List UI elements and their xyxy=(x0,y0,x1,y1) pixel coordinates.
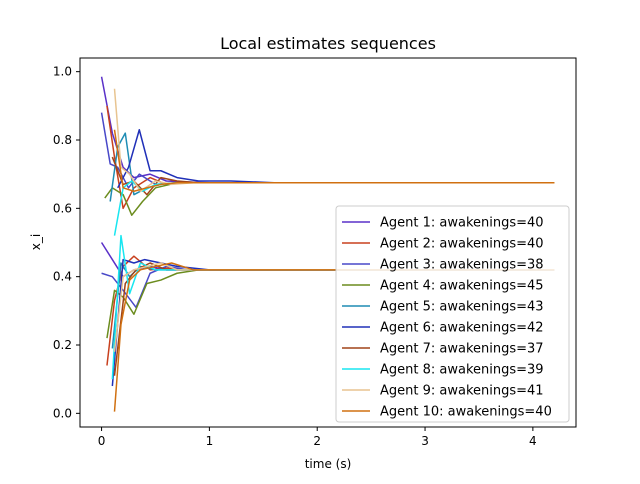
x-tick-label: 1 xyxy=(206,434,214,448)
x-tick-label: 0 xyxy=(98,434,106,448)
y-tick-label: 1.0 xyxy=(53,65,72,79)
legend-box xyxy=(335,205,570,423)
series-line-agent-10-upper xyxy=(113,129,555,192)
series-lines xyxy=(100,76,555,412)
x-tick-label: 2 xyxy=(313,434,321,448)
y-tick-label: 0.4 xyxy=(53,270,72,284)
x-axis-label: time (s) xyxy=(305,457,352,471)
legend-label-agent-9: Agent 9: awakenings=41 xyxy=(380,384,544,399)
legend: Agent 1: awakenings=40 Agent 2: awakening… xyxy=(335,205,570,423)
legend-label-agent-8: Agent 8: awakenings=39 xyxy=(380,363,544,378)
legend-label-agent-2: Agent 2: awakenings=40 xyxy=(380,237,544,252)
y-tick-label: 0.8 xyxy=(53,133,72,147)
legend-label-agent-6: Agent 6: awakenings=42 xyxy=(380,321,544,336)
legend-label-agent-1: Agent 1: awakenings=40 xyxy=(380,216,544,231)
axes: 0 1 2 3 4 0.0 0.2 0.4 0.6 0.8 1.0 xyxy=(53,57,577,448)
x-tick-label: 4 xyxy=(529,434,537,448)
series-line-agent-6-upper xyxy=(117,129,555,189)
legend-label-agent-7: Agent 7: awakenings=37 xyxy=(380,342,544,357)
y-tick-label: 0.6 xyxy=(53,201,72,215)
x-tick-label: 3 xyxy=(421,434,429,448)
y-axis-label: x_i xyxy=(29,234,43,250)
plot-frame xyxy=(79,57,577,428)
legend-label-agent-5: Agent 5: awakenings=43 xyxy=(380,300,544,315)
chart-title: Local estimates sequences xyxy=(220,34,436,53)
legend-label-agent-10: Agent 10: awakenings=40 xyxy=(380,405,552,420)
legend-label-agent-3: Agent 3: awakenings=38 xyxy=(380,258,544,273)
series-line-agent-10-lower xyxy=(113,262,555,412)
legend-label-agent-4: Agent 4: awakenings=45 xyxy=(380,279,544,294)
y-tick-label: 0.0 xyxy=(53,406,72,420)
y-tick-label: 0.2 xyxy=(53,338,72,352)
